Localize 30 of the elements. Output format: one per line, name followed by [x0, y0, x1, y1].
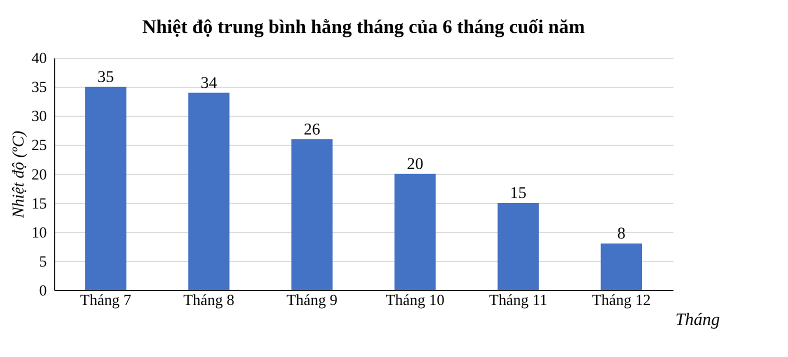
x-tick-label: Tháng 8 — [183, 292, 235, 309]
bar — [394, 174, 436, 290]
bar — [85, 86, 126, 290]
x-tick-label: Tháng 11 — [489, 292, 548, 309]
y-tick-label: 35 — [31, 79, 48, 96]
y-tick-label: 20 — [31, 166, 48, 184]
data-label: 34 — [200, 72, 218, 92]
y-tick-label: 25 — [31, 137, 48, 154]
x-tick-label: Tháng 10 — [386, 292, 445, 309]
y-tick-label: 15 — [31, 195, 48, 212]
x-tick-label: Tháng 12 — [592, 292, 651, 309]
data-label: 20 — [406, 154, 424, 174]
data-label: 35 — [98, 67, 114, 86]
y-tick-label: 40 — [31, 50, 48, 68]
data-label: 15 — [510, 183, 526, 202]
chart-title: Nhiệt độ trung bình hằng tháng của 6 tháng cuối năm — [142, 16, 585, 38]
bar — [291, 139, 333, 290]
y-tick-label: 5 — [39, 253, 48, 270]
y-tick-label: 0 — [39, 282, 48, 300]
data-label: 26 — [304, 119, 320, 138]
bar — [498, 202, 539, 290]
x-tick-label: Tháng 9 — [286, 292, 338, 309]
x-axis-title: Tháng — [675, 309, 720, 330]
data-label: 8 — [617, 224, 626, 243]
y-tick-label: 10 — [31, 224, 48, 242]
y-tick-label: 30 — [31, 108, 48, 126]
bar — [188, 92, 230, 290]
y-axis-title: Nhiệt độ (ºC) — [8, 130, 28, 220]
x-tick-label: Tháng 7 — [80, 292, 132, 309]
bar — [600, 244, 642, 290]
